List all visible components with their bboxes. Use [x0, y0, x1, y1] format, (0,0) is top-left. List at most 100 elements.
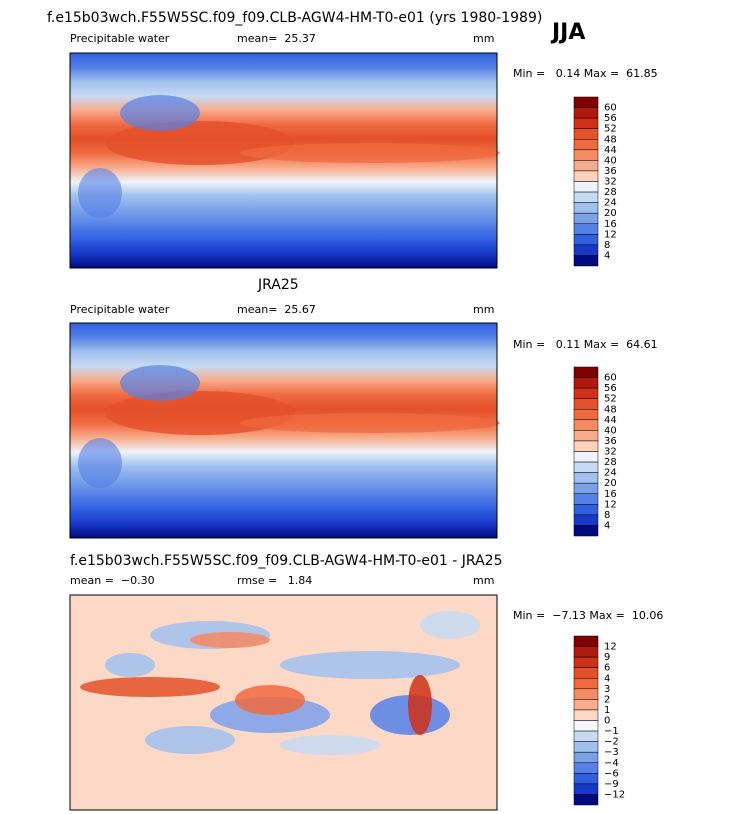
colorbar-box — [573, 773, 599, 785]
colorbar-box — [573, 139, 599, 151]
colorbar-label: 52 — [604, 394, 617, 405]
colorbar-box — [573, 514, 599, 526]
map — [69, 52, 500, 269]
colorbar-box — [573, 430, 599, 442]
colorbar-label: −12 — [604, 789, 625, 800]
colorbar-box — [573, 234, 599, 246]
colorbar-label: 32 — [604, 177, 617, 188]
colorbar-label: 4 — [604, 520, 610, 531]
dry-region — [120, 365, 200, 401]
colorbar-label: 0 — [604, 716, 610, 727]
anomaly — [408, 675, 432, 735]
colorbar-label: 56 — [604, 383, 617, 394]
colorbar-box — [573, 635, 599, 647]
colorbar-box — [573, 398, 599, 410]
panel-stats: Min = 0.11 Max = 64.61 — [513, 338, 658, 351]
colorbar-box — [573, 117, 599, 129]
colorbar-label: 6 — [604, 663, 610, 674]
panel-left-label: Precipitable water — [70, 32, 170, 45]
colorbar-label: 36 — [604, 166, 617, 177]
anomaly — [145, 726, 235, 754]
colorbar-box — [573, 667, 599, 679]
colorbar-label: 2 — [604, 694, 610, 705]
colorbar-label: 20 — [604, 478, 617, 489]
colorbar-label: 16 — [604, 489, 617, 500]
anomaly — [280, 735, 380, 755]
colorbar-box — [573, 730, 599, 742]
colorbar-box — [573, 762, 599, 774]
colorbar-box — [573, 720, 599, 732]
season-label: JJA — [550, 20, 585, 45]
colorbar-box — [573, 191, 599, 203]
colorbar-box — [573, 646, 599, 658]
itcz — [240, 143, 500, 163]
colorbar-label: 24 — [604, 198, 617, 209]
colorbar-box — [573, 366, 599, 378]
anomaly — [420, 611, 480, 639]
panel-title: f.e15b03wch.F55W5SC.f09_f09.CLB-AGW4-HM-… — [70, 553, 502, 569]
colorbar-box — [573, 461, 599, 473]
colorbar-label: 48 — [604, 404, 617, 415]
colorbar-box — [573, 409, 599, 421]
colorbar-box — [573, 223, 599, 235]
colorbar-label: 28 — [604, 457, 617, 468]
colorbar-label: 36 — [604, 436, 617, 447]
colorbar-box — [573, 451, 599, 463]
colorbar-label: 12 — [604, 229, 617, 240]
panel-unit: mm — [473, 574, 494, 587]
colorbar-label: 9 — [604, 652, 610, 663]
panel-center-label: rmse = 1.84 — [237, 574, 312, 587]
colorbar-label: 44 — [604, 145, 617, 156]
panel-unit: mm — [473, 303, 494, 316]
colorbar-box — [573, 107, 599, 119]
colorbar-label: 12 — [604, 642, 617, 653]
colorbar-box — [573, 387, 599, 399]
colorbar-label: 12 — [604, 499, 617, 510]
panel-title: JRA25 — [257, 277, 299, 293]
colorbar-box — [573, 377, 599, 389]
colorbar-label: 4 — [604, 250, 610, 261]
colorbar-box — [573, 440, 599, 452]
colorbar-label: 16 — [604, 219, 617, 230]
colorbar-box — [573, 741, 599, 753]
colorbar-box — [573, 751, 599, 763]
dry-region — [78, 438, 122, 488]
colorbar-label: 60 — [604, 373, 617, 384]
panel-left-label: mean = −0.30 — [70, 574, 155, 587]
colorbar-label: 8 — [604, 510, 610, 521]
colorbar-label: 20 — [604, 208, 617, 219]
anomaly — [80, 677, 220, 697]
colorbar-label: 56 — [604, 113, 617, 124]
colorbar-box — [573, 128, 599, 140]
colorbar-label: 44 — [604, 415, 617, 426]
panel-left-label: Precipitable water — [70, 303, 170, 316]
colorbar-box — [573, 149, 599, 161]
colorbar-label: 24 — [604, 468, 617, 479]
colorbar-box — [573, 794, 599, 806]
colorbar-box — [573, 678, 599, 690]
colorbar-box — [573, 181, 599, 193]
colorbar-label: 40 — [604, 155, 617, 166]
dry-region — [78, 168, 122, 218]
panel-center-label: mean= 25.67 — [237, 303, 316, 316]
colorbar-label: −2 — [604, 737, 619, 748]
colorbar-box — [573, 419, 599, 431]
colorbar-label: 48 — [604, 134, 617, 145]
map — [69, 322, 500, 539]
colorbar-label: 28 — [604, 187, 617, 198]
colorbar-box — [573, 504, 599, 516]
colorbar-label: −4 — [604, 758, 619, 769]
colorbar-label: 40 — [604, 425, 617, 436]
itcz — [240, 413, 500, 433]
anomaly — [280, 651, 460, 679]
colorbar-label: −9 — [604, 779, 619, 790]
map-frame — [69, 594, 498, 811]
colorbar-label: −6 — [604, 768, 619, 779]
colorbar-label: 1 — [604, 705, 610, 716]
colorbar-box — [573, 525, 599, 537]
colorbar-box — [573, 699, 599, 711]
colorbar-box — [573, 472, 599, 484]
colorbar-box — [573, 96, 599, 108]
colorbar-label: −1 — [604, 726, 619, 737]
figure-title: f.e15b03wch.F55W5SC.f09_f09.CLB-AGW4-HM-… — [47, 10, 542, 26]
